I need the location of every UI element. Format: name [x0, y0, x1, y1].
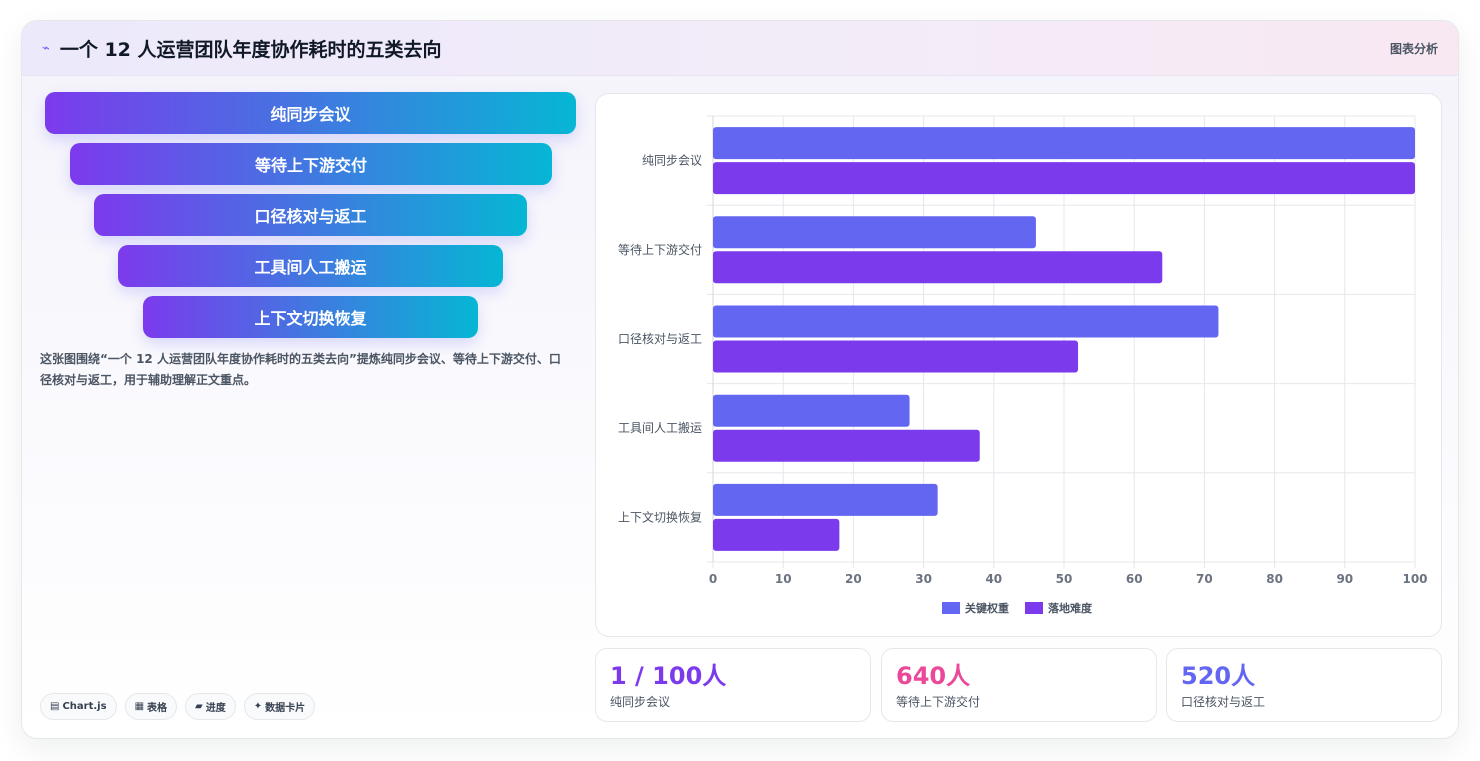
y-tick-label: 工具间人工搬运	[618, 420, 702, 435]
x-tick-label: 70	[1196, 572, 1213, 586]
x-tick-label: 40	[985, 572, 1002, 586]
stat-card: 1 / 100人 纯同步会议	[595, 648, 871, 722]
trend-icon: ⌁	[42, 40, 50, 56]
y-tick-label: 等待上下游交付	[618, 242, 702, 257]
x-tick-label: 0	[709, 572, 717, 586]
funnel-step: 纯同步会议	[45, 92, 576, 134]
page-title: 一个 12 人运营团队年度协作耗时的五类去向	[59, 38, 442, 61]
bar	[713, 162, 1415, 195]
tag-chartjs[interactable]: ▤ Chart.js	[40, 693, 117, 720]
chart-card: ⌁ 一个 12 人运营团队年度协作耗时的五类去向 图表分析 纯同步会议 等待上下…	[21, 20, 1459, 739]
tag-list: ▤ Chart.js ▦ 表格 ▰ 进度 ✦ 数据卡片	[40, 693, 316, 720]
chart-icon: ▤	[50, 701, 60, 712]
header-tag: 图表分析	[1389, 41, 1438, 56]
stat-label: 等待上下游交付	[896, 695, 981, 709]
table-icon: ▦	[134, 701, 145, 712]
bar-chart: 0 10 20 30 40 50 60 70 80 90 100 纯同步会议等待上下游交付口径核对与返…	[618, 115, 1428, 615]
card-header: ⌁ 一个 12 人运营团队年度协作耗时的五类去向 图表分析	[22, 21, 1458, 76]
progress-icon: ▰	[195, 701, 203, 712]
funnel-step: 上下文切换恢复	[143, 296, 478, 338]
x-tick-label: 20	[845, 572, 862, 586]
legend-swatch	[942, 602, 960, 614]
x-tick-label: 30	[915, 572, 932, 586]
bar	[713, 429, 980, 462]
bar	[713, 127, 1415, 160]
description: 这张图围绕“一个 12 人运营团队年度协作耗时的五类去向”提炼纯同步会议、等待上…	[40, 352, 561, 387]
bar	[713, 251, 1163, 284]
funnel-step: 工具间人工搬运	[118, 245, 503, 287]
x-tick-label: 100	[1402, 572, 1427, 586]
stat-value: 640人	[896, 662, 971, 690]
x-tick-label: 10	[775, 572, 792, 586]
x-tick-label: 60	[1126, 572, 1143, 586]
legend-label: 落地难度	[1048, 601, 1093, 615]
tag-progress[interactable]: ▰ 进度	[185, 693, 236, 720]
y-tick-label: 纯同步会议	[642, 154, 702, 168]
bar	[713, 340, 1079, 373]
funnel-step: 等待上下游交付	[70, 143, 552, 185]
stat-value: 1 / 100人	[610, 662, 727, 690]
sparkle-icon: ✦	[253, 701, 263, 712]
stat-label: 纯同步会议	[610, 695, 671, 709]
stat-card: 520人 口径核对与返工	[1166, 648, 1442, 722]
bar	[713, 305, 1219, 338]
y-tick-label: 上下文切换恢复	[618, 509, 702, 524]
bar	[713, 394, 910, 427]
chart-panel: 0 10 20 30 40 50 60 70 80 90 100 纯同步会议等待上下游交付 口径核对与返…	[595, 93, 1442, 637]
tag-data-card[interactable]: ✦ 数据卡片	[243, 693, 316, 720]
legend-swatch	[1025, 602, 1043, 614]
bar	[713, 216, 1036, 249]
bar	[713, 518, 840, 551]
legend-label: 关键权重	[965, 601, 1009, 615]
x-tick-label: 90	[1336, 572, 1353, 586]
x-tick-label: 80	[1266, 572, 1283, 586]
tag-table[interactable]: ▦ 表格	[124, 693, 178, 720]
x-tick-label: 50	[1056, 572, 1073, 586]
stat-value: 520人	[1181, 662, 1256, 690]
stat-card: 640人 等待上下游交付	[881, 648, 1157, 722]
funnel-step: 口径核对与返工	[94, 194, 527, 236]
bar	[713, 483, 938, 516]
stat-label: 口径核对与返工	[1181, 695, 1266, 709]
y-tick-label: 口径核对与返工	[618, 332, 702, 346]
